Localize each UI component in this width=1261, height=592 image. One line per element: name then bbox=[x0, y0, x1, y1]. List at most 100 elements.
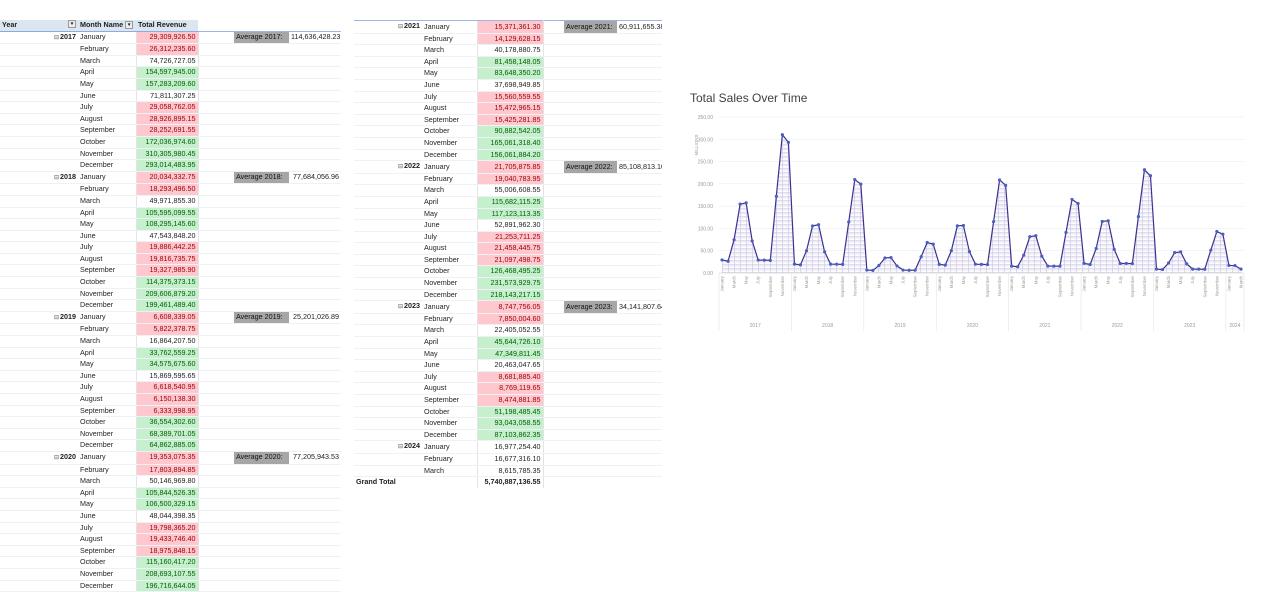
data-point[interactable] bbox=[1124, 261, 1128, 266]
empty-cell[interactable] bbox=[617, 336, 662, 349]
empty-cell[interactable] bbox=[543, 382, 564, 395]
month-cell[interactable]: December bbox=[422, 149, 477, 162]
table-row[interactable]: November 165,061,318.40 bbox=[354, 137, 662, 150]
empty-cell[interactable] bbox=[198, 475, 234, 488]
table-row[interactable]: June 52,891,962.30 bbox=[354, 219, 662, 232]
table-row[interactable]: October 90,882,542.05 bbox=[354, 125, 662, 138]
data-point[interactable] bbox=[937, 262, 941, 266]
average-label[interactable]: Average 2021: bbox=[564, 20, 617, 34]
month-cell[interactable]: August bbox=[422, 102, 477, 115]
revenue-cell[interactable]: 87,103,862.35 bbox=[476, 429, 544, 442]
data-point[interactable] bbox=[979, 262, 984, 266]
table-row[interactable]: November 68,389,701.05 bbox=[0, 428, 341, 441]
empty-cell[interactable] bbox=[198, 90, 234, 103]
revenue-cell[interactable]: 37,698,949.85 bbox=[476, 79, 544, 92]
empty-cell[interactable] bbox=[564, 67, 617, 80]
table-row[interactable]: September 18,975,848.15 bbox=[0, 545, 341, 558]
empty-cell[interactable] bbox=[289, 230, 341, 243]
month-cell[interactable]: August bbox=[78, 113, 136, 126]
table-row[interactable]: May 106,500,329.15 bbox=[0, 498, 341, 511]
empty-cell[interactable] bbox=[543, 56, 564, 69]
empty-cell[interactable] bbox=[617, 56, 662, 69]
month-cell[interactable]: June bbox=[78, 370, 136, 383]
data-point[interactable] bbox=[877, 263, 881, 268]
revenue-cell[interactable]: 6,150,138.30 bbox=[135, 393, 199, 406]
month-cell[interactable]: May bbox=[422, 67, 477, 80]
table-row[interactable]: October 36,554,302.60 bbox=[0, 416, 341, 429]
empty-cell[interactable] bbox=[289, 264, 341, 278]
month-cell[interactable]: April bbox=[422, 196, 477, 209]
empty-cell[interactable] bbox=[198, 580, 234, 592]
empty-cell[interactable] bbox=[564, 382, 617, 395]
empty-cell[interactable] bbox=[234, 136, 289, 149]
empty-cell[interactable] bbox=[564, 173, 617, 186]
month-cell[interactable]: February bbox=[422, 313, 477, 326]
revenue-cell[interactable]: 20,463,047.65 bbox=[476, 359, 544, 372]
revenue-cell[interactable]: 28,926,895.15 bbox=[135, 113, 199, 126]
revenue-cell[interactable]: 15,560,559.55 bbox=[476, 91, 544, 104]
data-point[interactable] bbox=[750, 239, 754, 243]
empty-cell[interactable] bbox=[543, 114, 564, 127]
empty-cell[interactable] bbox=[198, 487, 234, 500]
table-row[interactable]: March 16,864,207.50 bbox=[0, 335, 341, 348]
data-point[interactable] bbox=[949, 249, 953, 253]
total-revenue-header[interactable]: Total Revenue bbox=[136, 20, 198, 32]
month-cell[interactable]: January bbox=[78, 450, 136, 465]
average-label[interactable]: Average 2023: bbox=[564, 300, 617, 314]
empty-cell[interactable] bbox=[289, 55, 341, 68]
month-cell[interactable]: June bbox=[422, 79, 477, 92]
empty-cell[interactable] bbox=[543, 289, 564, 302]
empty-cell[interactable] bbox=[617, 125, 662, 138]
data-point[interactable] bbox=[774, 194, 778, 198]
table-row[interactable]: December 156,061,884.20 bbox=[354, 149, 662, 162]
month-cell[interactable]: May bbox=[78, 78, 136, 91]
empty-cell[interactable] bbox=[234, 159, 289, 172]
table-row[interactable]: December 218,143,217.15 bbox=[354, 289, 662, 302]
empty-cell[interactable] bbox=[564, 277, 617, 290]
revenue-cell[interactable]: 5,822,378.75 bbox=[135, 323, 199, 337]
empty-cell[interactable] bbox=[234, 264, 289, 278]
revenue-cell[interactable]: 6,618,540.95 bbox=[135, 381, 199, 394]
empty-cell[interactable] bbox=[234, 498, 289, 511]
revenue-cell[interactable]: 19,886,442.25 bbox=[135, 241, 199, 254]
table-row[interactable]: September 6,333,998.95 bbox=[0, 405, 341, 418]
revenue-cell[interactable]: 209,606,879.20 bbox=[135, 288, 199, 301]
empty-cell[interactable] bbox=[198, 381, 234, 394]
empty-cell[interactable] bbox=[198, 136, 234, 149]
empty-cell[interactable] bbox=[198, 405, 234, 418]
empty-cell[interactable] bbox=[564, 79, 617, 92]
empty-cell[interactable] bbox=[198, 498, 234, 511]
empty-cell[interactable] bbox=[289, 335, 341, 348]
empty-cell[interactable] bbox=[198, 124, 234, 137]
data-point[interactable] bbox=[816, 223, 821, 227]
empty-cell[interactable] bbox=[234, 439, 289, 452]
revenue-cell[interactable]: 208,693,107.55 bbox=[135, 568, 199, 581]
empty-cell[interactable] bbox=[289, 218, 341, 231]
table-row[interactable]: August 28,926,895.15 bbox=[0, 113, 341, 126]
data-point[interactable] bbox=[1209, 248, 1213, 252]
empty-cell[interactable] bbox=[289, 276, 341, 289]
empty-cell[interactable] bbox=[234, 347, 289, 360]
empty-cell[interactable] bbox=[617, 254, 662, 267]
empty-cell[interactable] bbox=[543, 440, 564, 454]
table-row[interactable]: July 19,886,442.25 bbox=[0, 241, 341, 254]
month-cell[interactable]: December bbox=[78, 299, 136, 312]
year-cell[interactable]: ⊟2022 bbox=[354, 160, 422, 174]
data-point[interactable] bbox=[1088, 262, 1092, 267]
month-cell[interactable]: July bbox=[78, 241, 136, 254]
month-cell[interactable]: February bbox=[78, 323, 136, 337]
revenue-cell[interactable]: 49,971,855.30 bbox=[135, 195, 199, 208]
empty-cell[interactable] bbox=[234, 416, 289, 429]
empty-cell[interactable] bbox=[289, 487, 341, 500]
year-cell[interactable]: ⊟2024 bbox=[354, 440, 422, 454]
empty-cell[interactable] bbox=[617, 324, 662, 338]
year-cell[interactable]: ⊟2019 bbox=[0, 310, 78, 325]
empty-cell[interactable] bbox=[234, 545, 289, 558]
grand-total-row[interactable]: Grand Total 5,740,887,136.55 bbox=[354, 476, 662, 488]
table-row[interactable]: November 310,305,980.45 bbox=[0, 148, 341, 161]
table-row[interactable]: March 74,726,727.05 bbox=[0, 55, 341, 68]
empty-cell[interactable] bbox=[543, 254, 564, 267]
table-row[interactable]: ⊟2017 January 29,309,926.50 Average 2017: 11… bbox=[0, 30, 341, 45]
collapse-icon[interactable]: ⊟ bbox=[53, 34, 59, 41]
empty-cell[interactable] bbox=[289, 148, 341, 161]
